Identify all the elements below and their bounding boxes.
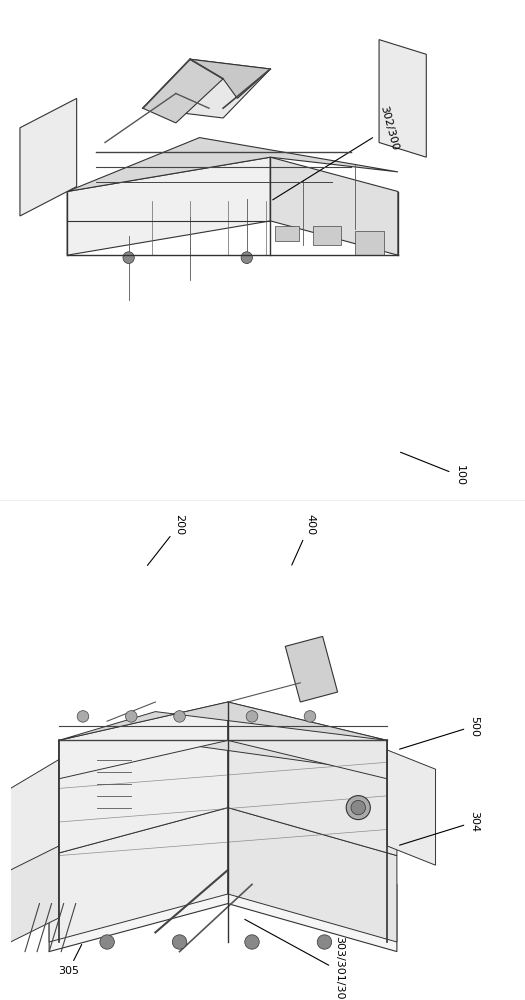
Polygon shape [10,760,59,884]
Circle shape [125,711,137,722]
Text: 305: 305 [58,944,82,976]
Text: 400: 400 [292,514,315,565]
Circle shape [77,711,89,722]
Polygon shape [270,157,398,255]
Circle shape [241,252,253,264]
Polygon shape [228,808,397,942]
Polygon shape [49,836,397,952]
Text: 500: 500 [400,716,479,749]
Polygon shape [379,40,426,157]
Polygon shape [190,59,270,98]
Circle shape [123,252,134,264]
Polygon shape [228,702,387,779]
Bar [275,226,299,240]
Circle shape [351,800,365,815]
Text: 100: 100 [401,452,465,486]
Text: 304: 304 [400,811,479,845]
Polygon shape [143,59,223,123]
Polygon shape [59,702,228,779]
Polygon shape [49,808,228,942]
Circle shape [246,711,258,722]
Polygon shape [49,721,228,856]
Circle shape [317,935,332,949]
Polygon shape [228,721,397,856]
Polygon shape [10,846,59,942]
Bar [313,226,341,245]
Polygon shape [49,721,397,774]
Circle shape [100,935,114,949]
Circle shape [174,711,185,722]
Polygon shape [59,702,387,740]
Text: 302/300: 302/300 [272,104,400,200]
Bar [285,636,338,702]
Polygon shape [387,750,436,865]
Bar [355,231,384,255]
Polygon shape [143,59,270,118]
Text: 200: 200 [148,514,185,565]
Polygon shape [20,98,77,216]
Text: 303/301/300: 303/301/300 [245,919,344,1000]
Circle shape [304,711,316,722]
Polygon shape [67,138,398,192]
Circle shape [172,935,187,949]
Circle shape [346,796,370,820]
Polygon shape [67,157,270,255]
Circle shape [245,935,259,949]
